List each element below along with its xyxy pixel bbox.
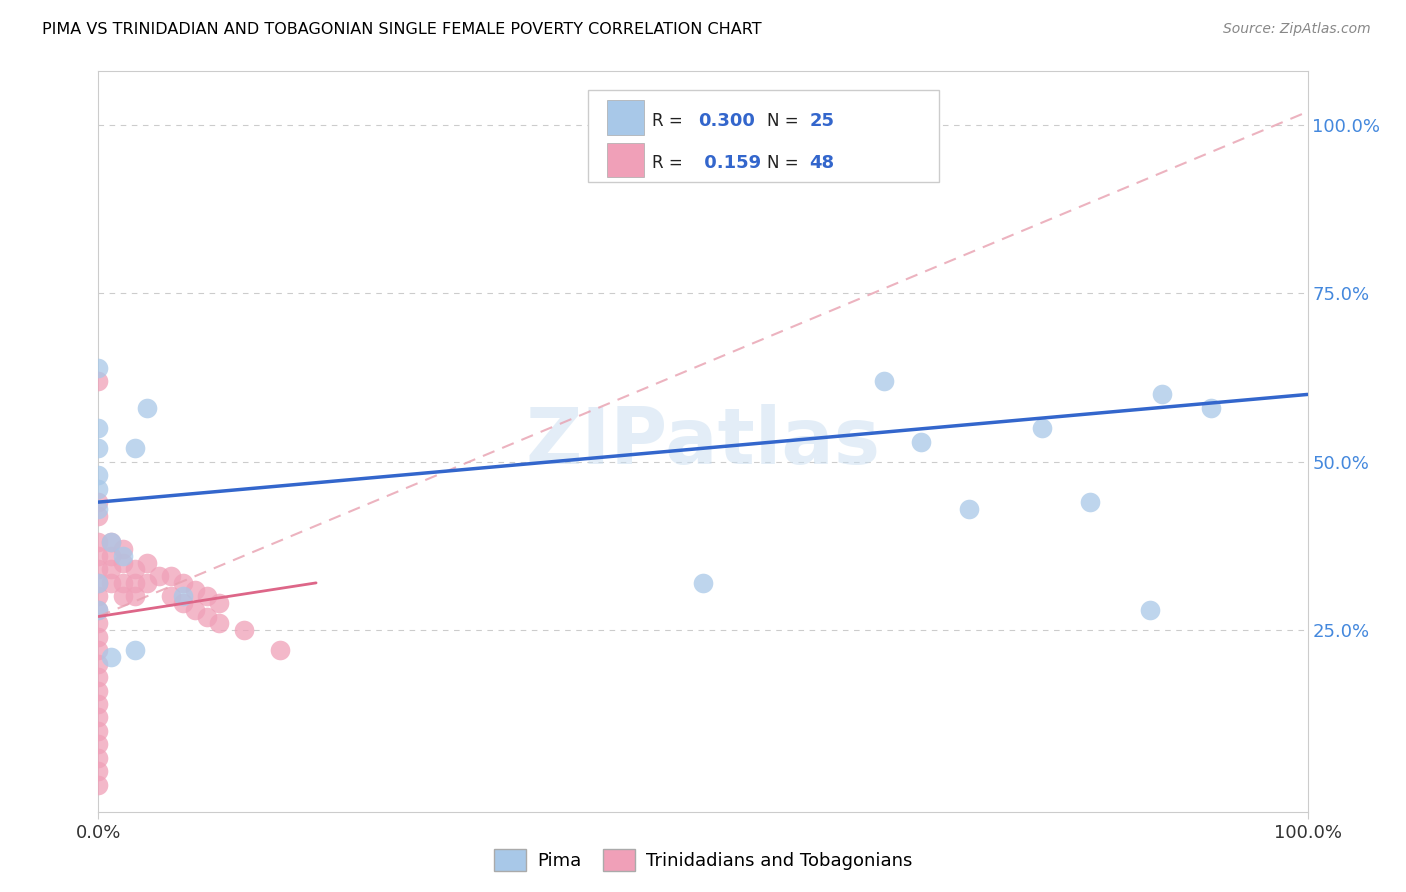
Text: R =: R = <box>652 154 688 172</box>
Point <box>87 657 110 671</box>
Point <box>87 603 110 617</box>
Point <box>87 723 110 738</box>
Point <box>172 590 194 604</box>
Point <box>87 616 110 631</box>
Text: 48: 48 <box>810 154 835 172</box>
Point <box>184 603 207 617</box>
Point <box>87 562 110 576</box>
Point <box>111 542 134 557</box>
Point <box>160 590 183 604</box>
Point <box>87 751 110 765</box>
Point <box>87 501 110 516</box>
Point <box>100 649 122 664</box>
Point <box>87 710 110 724</box>
Point <box>100 549 122 563</box>
Text: ZIPatlas: ZIPatlas <box>526 403 880 480</box>
Point <box>87 764 110 779</box>
Text: Source: ZipAtlas.com: Source: ZipAtlas.com <box>1223 22 1371 37</box>
Point <box>87 683 110 698</box>
Point <box>135 575 157 590</box>
Point <box>87 670 110 684</box>
Point <box>87 535 110 549</box>
Point <box>873 374 896 388</box>
Point <box>111 556 134 570</box>
Point <box>232 623 254 637</box>
Point <box>87 508 110 523</box>
Point <box>837 118 859 132</box>
Point <box>124 562 146 576</box>
Text: N =: N = <box>768 154 804 172</box>
Point <box>87 360 110 375</box>
Point <box>87 697 110 711</box>
Text: PIMA VS TRINIDADIAN AND TOBAGONIAN SINGLE FEMALE POVERTY CORRELATION CHART: PIMA VS TRINIDADIAN AND TOBAGONIAN SINGL… <box>42 22 762 37</box>
Point <box>135 401 157 415</box>
Text: 0.300: 0.300 <box>699 112 755 130</box>
Point <box>100 562 122 576</box>
Point <box>87 590 110 604</box>
Legend: Pima, Trinidadians and Tobagonians: Pima, Trinidadians and Tobagonians <box>486 842 920 879</box>
Point <box>957 501 980 516</box>
Point <box>184 582 207 597</box>
Point <box>87 575 110 590</box>
Point <box>87 778 110 792</box>
Point <box>124 575 146 590</box>
Point <box>269 643 291 657</box>
Point <box>1031 421 1053 435</box>
Point <box>124 442 146 456</box>
Point <box>910 434 932 449</box>
Point <box>100 575 122 590</box>
Point <box>1078 495 1101 509</box>
Text: 25: 25 <box>810 112 834 130</box>
Point <box>172 596 194 610</box>
Point <box>87 468 110 483</box>
Point <box>87 643 110 657</box>
Text: 0.159: 0.159 <box>699 154 761 172</box>
Point <box>87 603 110 617</box>
Point <box>160 569 183 583</box>
Point <box>124 590 146 604</box>
Point <box>87 549 110 563</box>
Point <box>87 495 110 509</box>
Point <box>100 535 122 549</box>
Point <box>87 575 110 590</box>
FancyBboxPatch shape <box>607 100 644 135</box>
Point <box>87 482 110 496</box>
FancyBboxPatch shape <box>607 143 644 178</box>
Point <box>195 609 218 624</box>
Point <box>111 590 134 604</box>
Point <box>1152 387 1174 401</box>
Point <box>692 575 714 590</box>
Text: R =: R = <box>652 112 688 130</box>
Text: N =: N = <box>768 112 804 130</box>
Point <box>111 575 134 590</box>
Point <box>208 596 231 610</box>
Point <box>87 738 110 752</box>
Point <box>87 630 110 644</box>
Point <box>87 421 110 435</box>
Point <box>208 616 231 631</box>
Point <box>195 590 218 604</box>
Point <box>111 549 134 563</box>
Point <box>1139 603 1161 617</box>
Point <box>172 575 194 590</box>
Point <box>87 374 110 388</box>
Point <box>148 569 170 583</box>
Point <box>1199 401 1222 415</box>
Point <box>135 556 157 570</box>
Point <box>100 535 122 549</box>
Point <box>87 442 110 456</box>
FancyBboxPatch shape <box>588 90 939 183</box>
Point <box>124 643 146 657</box>
